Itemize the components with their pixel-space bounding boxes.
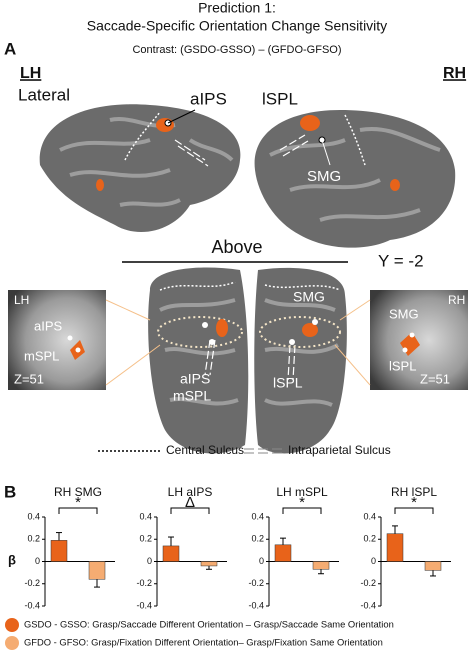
inset-right (334, 290, 468, 390)
region-label: mSPL (24, 348, 59, 363)
significance: * (411, 494, 417, 511)
y-tick-label: -0.2 (24, 578, 40, 588)
y-tick-label: 0 (259, 556, 264, 566)
slice-label: Y = -2 (378, 251, 424, 270)
bar (200, 561, 218, 567)
legend-label: GSDO - GSSO: Grasp/Saccade Different Ori… (24, 618, 394, 629)
panel-title: RH SMG (54, 485, 102, 499)
region-label: lSPL (273, 375, 303, 391)
region-label: lSPL (389, 358, 416, 373)
legend-swatch (5, 636, 19, 650)
brain-dorsal (148, 267, 347, 454)
legend-swatch (5, 618, 19, 632)
y-tick-label: 0.4 (27, 511, 40, 521)
y-tick-label: -0.4 (136, 600, 152, 610)
y-tick-label: -0.2 (360, 578, 376, 588)
view-label: Above (211, 237, 262, 257)
hemi-label: LH (20, 65, 41, 82)
region-label: SMG (293, 289, 325, 305)
panel-title: RH lSPL (391, 485, 437, 499)
y-tick-label: 0.4 (363, 511, 376, 521)
bar (274, 544, 292, 562)
significance: * (299, 494, 305, 511)
y-tick-label: 0.4 (139, 511, 152, 521)
region-label: aIPS (34, 318, 63, 333)
bar (88, 561, 106, 580)
significance: Δ (185, 494, 195, 511)
brain-lh-lateral (39, 104, 241, 233)
hemi-label: RH (443, 65, 466, 82)
bar (424, 561, 442, 571)
view-label: Lateral (18, 85, 70, 104)
region-label: lSPL (262, 89, 298, 108)
bar (162, 545, 180, 562)
subtitle: Saccade-Specific Orientation Change Sens… (87, 18, 387, 34)
y-tick-label: 0 (147, 556, 152, 566)
legend-label: Central Sulcus (166, 443, 244, 457)
region-label: SMG (307, 168, 341, 185)
y-tick-label: -0.4 (360, 600, 376, 610)
inset-left (8, 290, 161, 390)
significance-bracket (58, 507, 98, 514)
region-label: aIPS (190, 89, 227, 108)
legend-label: Intraparietal Sulcus (288, 443, 391, 457)
legend-label: GFDO - GFSO: Grasp/Fixation Different Or… (24, 636, 383, 647)
significance-bracket (394, 507, 434, 514)
y-tick-label: 0.2 (27, 534, 40, 544)
y-axis-label: β (8, 552, 16, 567)
y-tick-label: -0.2 (136, 578, 152, 588)
slice-label: Z=51 (14, 371, 44, 386)
y-tick-label: 0.2 (363, 534, 376, 544)
brain-rh-lateral (254, 110, 456, 248)
y-tick-label: -0.4 (24, 600, 40, 610)
inset-label: RH (448, 293, 465, 307)
bar (50, 540, 68, 562)
region-label: aIPS (180, 371, 210, 387)
y-tick-label: 0.2 (251, 534, 264, 544)
y-tick-label: 0.4 (251, 511, 264, 521)
y-tick-label: -0.4 (248, 600, 264, 610)
significance-bracket (170, 507, 210, 514)
bar (386, 533, 404, 562)
panel-title: LH aIPS (168, 485, 213, 499)
slice-label: Z=51 (420, 371, 450, 386)
bar (312, 561, 330, 570)
region-label: SMG (389, 306, 419, 321)
panel-label: B (4, 482, 16, 501)
y-tick-label: 0.2 (139, 534, 152, 544)
panel-title: LH mSPL (276, 485, 328, 499)
y-tick-label: 0 (371, 556, 376, 566)
y-tick-label: 0 (35, 556, 40, 566)
significance: * (75, 494, 81, 511)
y-tick-label: -0.2 (248, 578, 264, 588)
region-label: mSPL (173, 388, 211, 404)
pointer (167, 109, 196, 124)
panel-label: A (4, 39, 16, 58)
contrast: Contrast: (GSDO-GSSO) – (GFDO-GFSO) (132, 44, 341, 56)
inset-label: LH (14, 293, 29, 307)
significance-bracket (282, 507, 322, 514)
title: Prediction 1: (198, 0, 276, 16)
pointer (321, 139, 331, 166)
